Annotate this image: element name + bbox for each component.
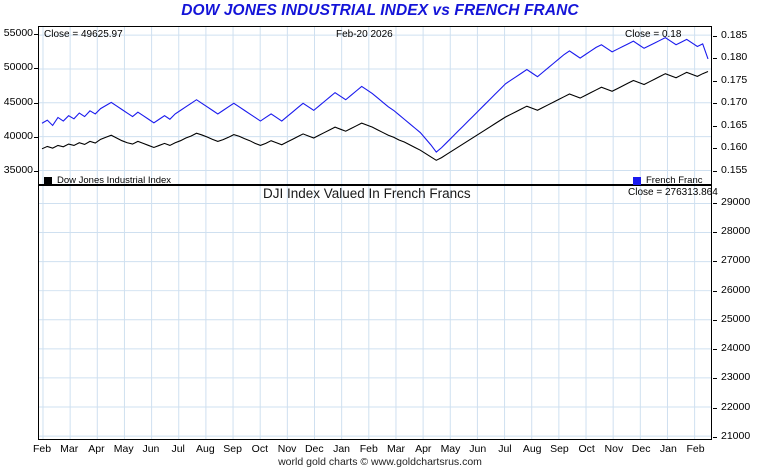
x-axis-month-label: Oct <box>251 443 269 455</box>
bottom-right-axis-tickmark <box>713 378 717 380</box>
page-title: DOW JONES INDUSTRIAL INDEX vs FRENCH FRA… <box>181 2 579 19</box>
top-left-axis-tickmark <box>34 68 38 70</box>
top-right-axis-tick: 0.165 <box>721 118 748 131</box>
top-left-axis-tick: 40000 <box>3 130 33 143</box>
x-axis-month-label: Apr <box>88 443 105 455</box>
annotation-date: Feb-20 2026 <box>336 29 393 40</box>
top-right-axis-tick: 0.160 <box>721 141 748 154</box>
bottom-right-axis-tick: 28000 <box>721 224 751 237</box>
top-right-axis-tick: 0.170 <box>721 96 748 109</box>
top-left-axis-tickmark <box>34 171 38 173</box>
x-axis-month-label: Apr <box>415 443 432 455</box>
top-right-axis-tick: 0.175 <box>721 73 748 86</box>
top-left-axis-tick: 35000 <box>3 164 33 177</box>
bottom-right-axis-tick: 25000 <box>721 312 751 325</box>
x-axis-month-label: Dec <box>304 443 324 455</box>
bottom-right-axis-tickmark <box>713 290 717 292</box>
x-axis-month-label: Mar <box>386 443 406 455</box>
top-chart-plot <box>39 27 711 184</box>
top-left-axis-tick: 45000 <box>3 95 33 108</box>
x-axis-month-label: Jun <box>469 443 487 455</box>
x-axis-month-label: Feb <box>686 443 705 455</box>
annotation-close-franc: Close = 0.18 <box>625 29 682 40</box>
top-right-axis-tick: 0.185 <box>721 28 748 41</box>
x-axis-month-label: Jun <box>142 443 160 455</box>
top-left-axis-tickmark <box>34 102 38 104</box>
x-axis-month-label: Aug <box>522 443 542 455</box>
x-axis-month-label: Nov <box>277 443 297 455</box>
x-axis-month-label: Jan <box>659 443 677 455</box>
bottom-right-axis-tick: 26000 <box>721 283 751 296</box>
x-axis-month-label: Sep <box>223 443 242 455</box>
legend-swatch-franc <box>633 176 641 185</box>
x-axis-month-label: Aug <box>196 443 215 455</box>
top-left-axis-tickmark <box>34 34 38 36</box>
bottom-right-axis-tickmark <box>713 202 717 204</box>
x-axis-month-label: Dec <box>631 443 651 455</box>
top-right-axis-tick: 0.180 <box>721 51 748 64</box>
legend-label-dji: Dow Jones Industrial Index <box>57 175 172 186</box>
top-right-axis-tickmark <box>713 170 717 172</box>
x-axis-month-label: May <box>440 443 461 455</box>
top-right-axis-tick: 0.155 <box>721 163 748 176</box>
bottom-chart-plot <box>39 186 711 439</box>
top-right-axis-tickmark <box>713 125 717 127</box>
bottom-right-axis-tick: 21000 <box>721 430 751 443</box>
bottom-chart-panel <box>38 185 712 440</box>
x-axis-month-label: Jan <box>333 443 351 455</box>
x-axis-month-label: Oct <box>578 443 595 455</box>
bottom-right-axis-tickmark <box>713 349 717 351</box>
bottom-right-axis-tickmark <box>713 407 717 409</box>
top-left-axis-tick: 55000 <box>3 27 33 40</box>
chart-subtitle: DJI Index Valued In French Francs <box>263 186 471 201</box>
bottom-right-axis-tick: 22000 <box>721 400 751 413</box>
bottom-right-axis-tickmark <box>713 261 717 263</box>
top-left-axis-tickmark <box>34 137 38 139</box>
legend-item-franc: French Franc <box>633 175 703 186</box>
top-right-axis-tickmark <box>713 35 717 37</box>
x-axis-month-label: Sep <box>550 443 569 455</box>
x-axis-month-label: Jul <box>171 443 185 455</box>
top-right-axis-tickmark <box>713 80 717 82</box>
top-chart-panel <box>38 26 712 185</box>
x-axis-month-label: Feb <box>32 443 52 455</box>
bottom-right-axis-tick: 27000 <box>721 254 751 267</box>
x-axis-month-label: Feb <box>359 443 378 455</box>
legend-label-franc: French Franc <box>646 175 703 186</box>
x-axis-month-label: Jul <box>498 443 512 455</box>
annotation-close-lower: Close = 276313.864 <box>628 187 718 198</box>
top-left-axis-tick: 50000 <box>3 61 33 74</box>
bottom-right-axis-tickmark <box>713 319 717 321</box>
top-right-axis-tickmark <box>713 58 717 60</box>
bottom-right-axis-tickmark <box>713 437 717 439</box>
annotation-close-dji: Close = 49625.97 <box>44 29 123 40</box>
bottom-right-axis-tick: 29000 <box>721 195 751 208</box>
x-axis-month-label: Mar <box>60 443 79 455</box>
x-axis-month-label: Nov <box>604 443 624 455</box>
x-axis-month-label: May <box>113 443 134 455</box>
top-right-axis-tickmark <box>713 148 717 150</box>
bottom-right-axis-tick: 24000 <box>721 342 751 355</box>
bottom-right-axis-tickmark <box>713 231 717 233</box>
footer-credit: world gold charts © www.goldchartsrus.co… <box>278 456 482 468</box>
legend-item-dji: Dow Jones Industrial Index <box>44 175 171 186</box>
legend-swatch-dji <box>44 176 52 185</box>
top-right-axis-tickmark <box>713 103 717 105</box>
bottom-right-axis-tick: 23000 <box>721 371 751 384</box>
